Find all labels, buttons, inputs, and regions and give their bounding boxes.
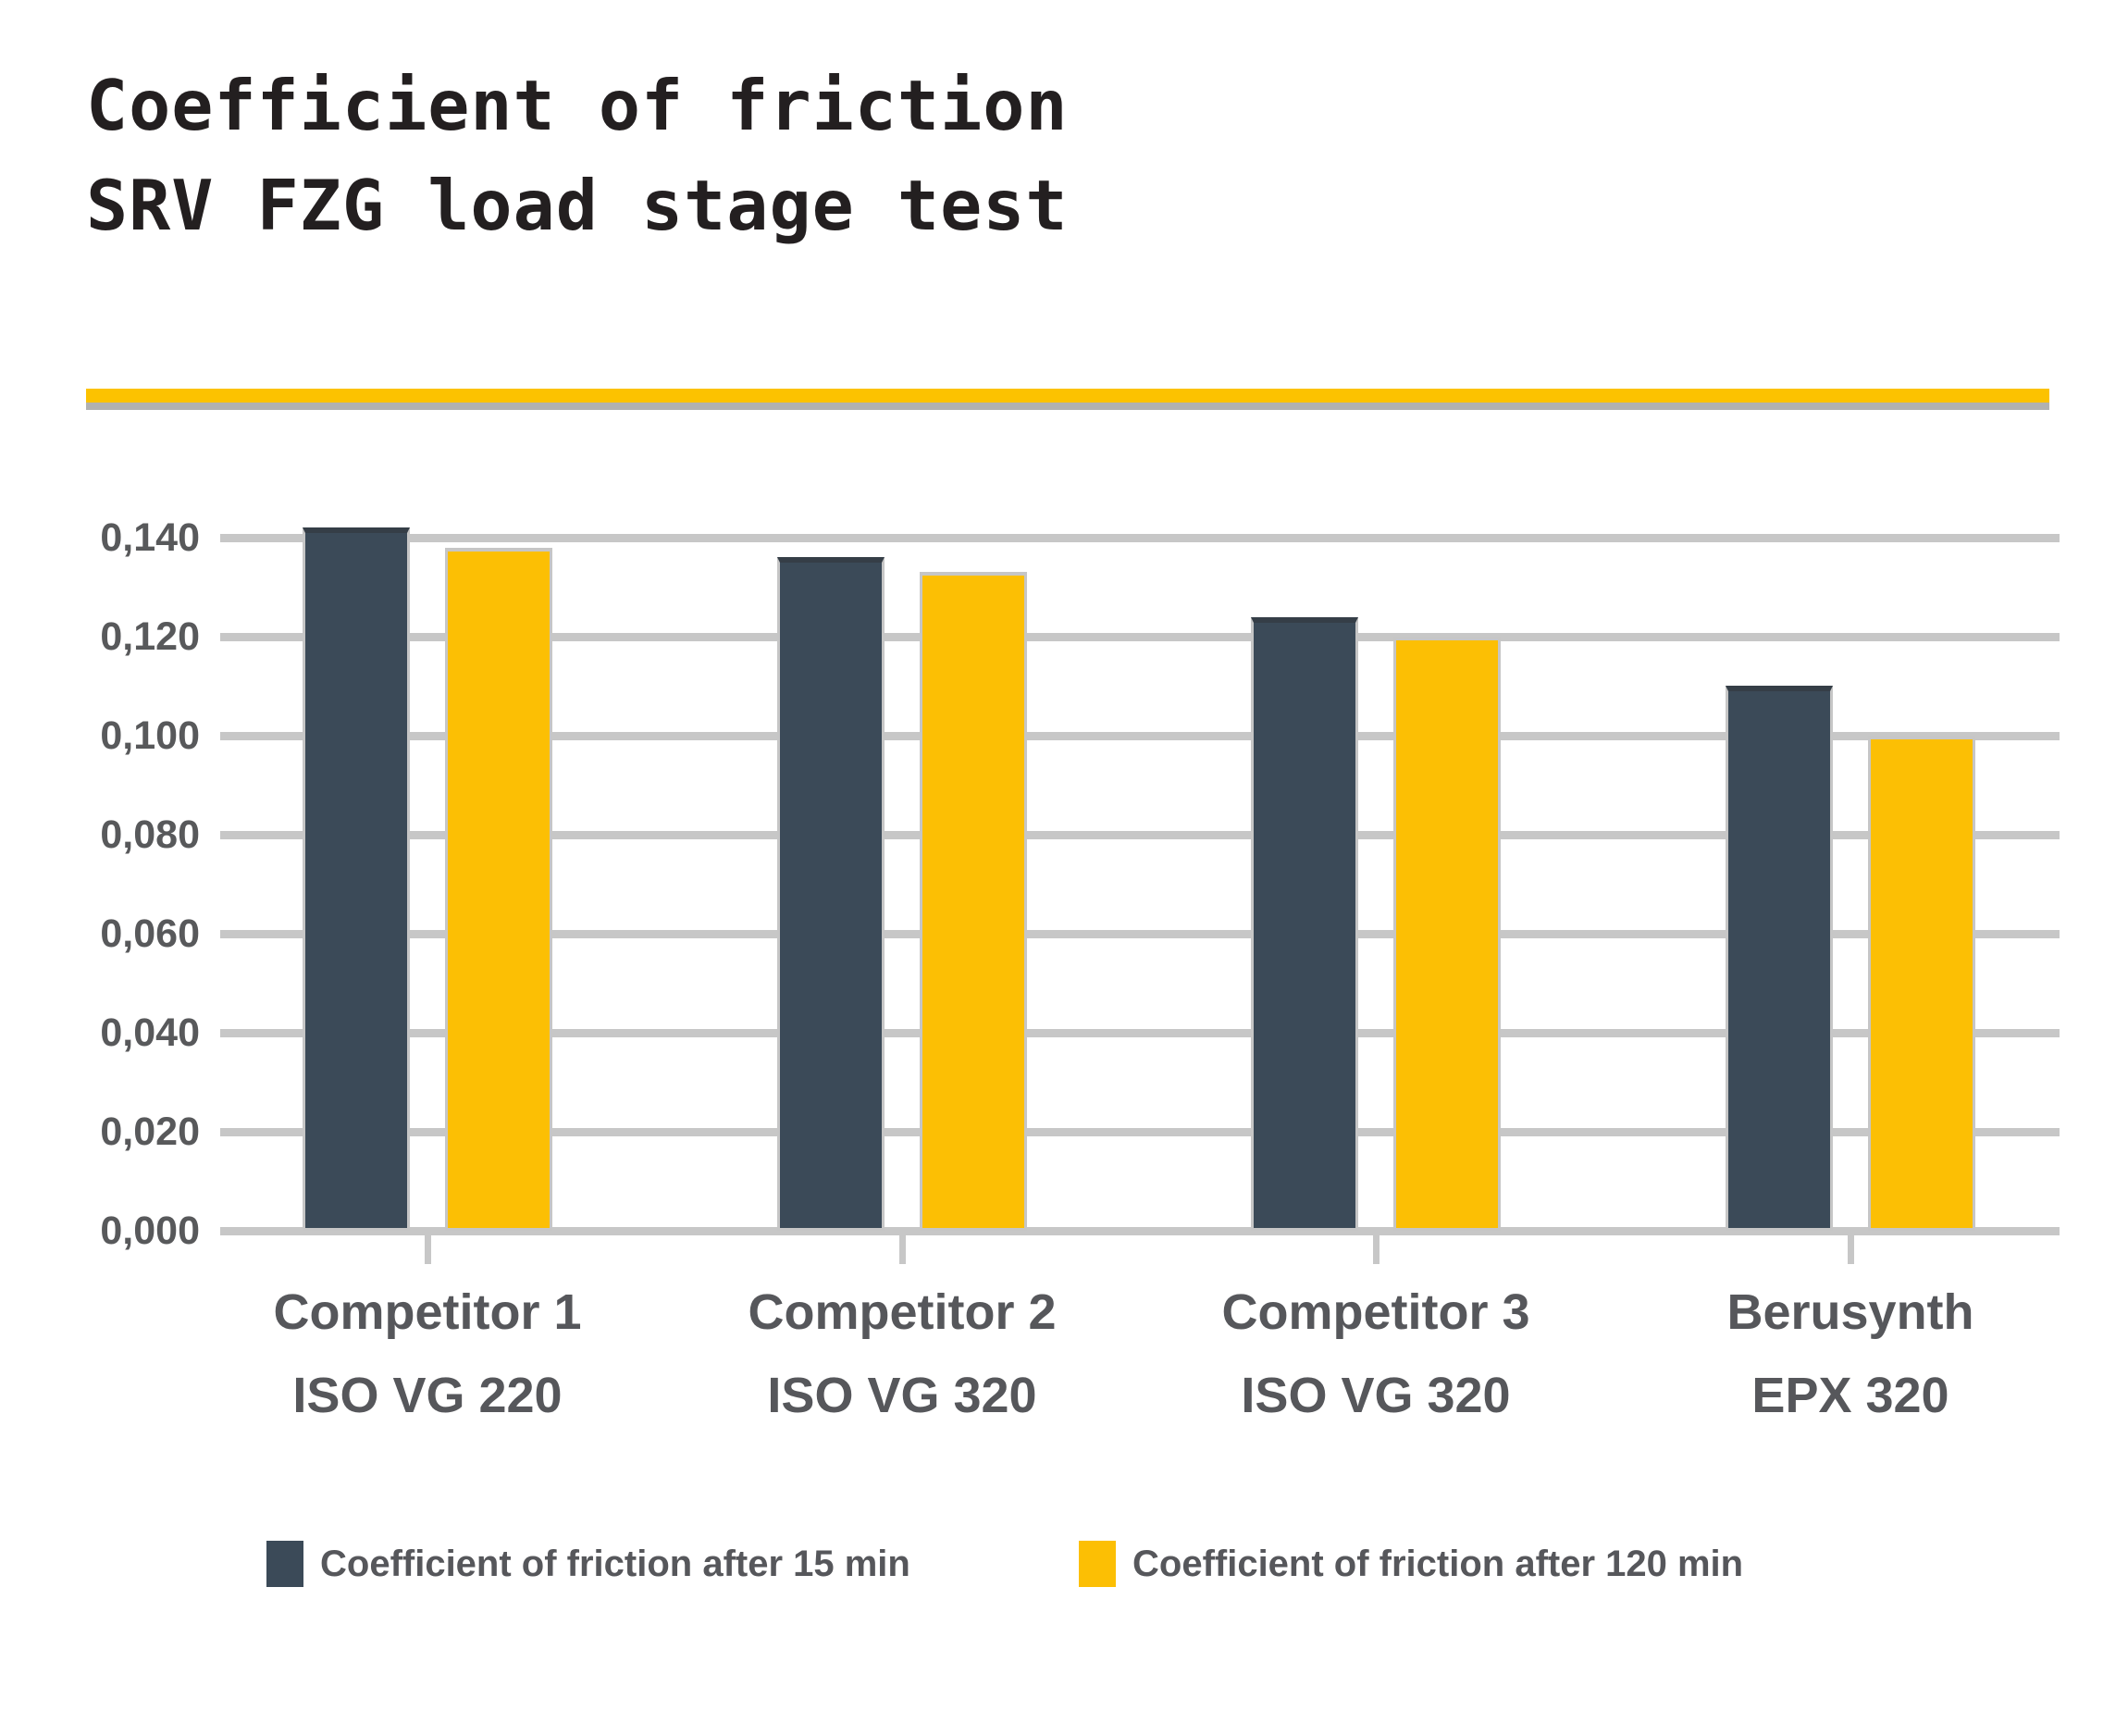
bar-coefficient-of-friction-after-15-min-berusynth	[1726, 686, 1833, 1231]
y-axis-tick-label: 0,020	[100, 1110, 200, 1154]
x-axis-category-label: Competitor 2	[748, 1284, 1057, 1340]
bar-coefficient-of-friction-after-120-min-berusynth	[1868, 736, 1975, 1231]
x-axis-tick	[425, 1231, 431, 1264]
gridline	[220, 930, 2060, 938]
y-axis-tick-label: 0,040	[100, 1011, 200, 1055]
x-axis-tick	[899, 1231, 906, 1264]
x-axis-category-sublabel: ISO VG 320	[767, 1368, 1037, 1423]
bar-coefficient-of-friction-after-15-min-competitor-1	[303, 527, 410, 1231]
gridline	[220, 831, 2060, 839]
bar-coefficient-of-friction-after-15-min-competitor-3	[1251, 617, 1358, 1231]
y-axis-tick-label: 0,100	[100, 713, 200, 758]
bar-coefficient-of-friction-after-120-min-competitor-2	[920, 572, 1027, 1231]
bar-coefficient-of-friction-after-120-min-competitor-3	[1393, 637, 1501, 1231]
y-axis-tick-label: 0,080	[100, 812, 200, 857]
bar-coefficient-of-friction-after-15-min-competitor-2	[777, 557, 885, 1231]
x-axis-category-label: Berusynth	[1726, 1284, 1974, 1340]
title-accent-rule-shadow	[86, 403, 2049, 410]
x-axis-category-label: Competitor 3	[1221, 1284, 1530, 1340]
x-axis-tick	[1373, 1231, 1379, 1264]
page-title: Coefficient of friction SRV FZG load stag…	[86, 56, 1069, 255]
title-line-2: SRV FZG load stage test	[86, 165, 1069, 246]
gridline	[220, 1029, 2060, 1037]
gridline	[220, 1227, 2060, 1235]
x-axis-tick	[1848, 1231, 1854, 1264]
x-axis-category-label: Competitor 1	[273, 1284, 582, 1340]
title-line-1: Coefficient of friction	[86, 65, 1069, 146]
bar-coefficient-of-friction-after-120-min-competitor-1	[445, 548, 552, 1231]
legend-label: Coefficient of friction after 120 min	[1132, 1544, 1744, 1584]
x-axis-category-sublabel: ISO VG 220	[292, 1368, 563, 1423]
gridline	[220, 534, 2060, 542]
y-axis-tick-label: 0,060	[100, 911, 200, 956]
y-axis-tick-label: 0,120	[100, 614, 200, 659]
x-axis-category-sublabel: ISO VG 320	[1241, 1368, 1511, 1423]
legend-item-after-120-min: Coefficient of friction after 120 min	[1079, 1540, 1743, 1588]
y-axis-tick-label: 0,000	[100, 1209, 200, 1253]
legend-swatch	[266, 1541, 303, 1587]
legend-swatch	[1079, 1541, 1116, 1587]
legend-label: Coefficient of friction after 15 min	[320, 1544, 910, 1584]
gridline	[220, 732, 2060, 740]
legend-item-after-15-min: Coefficient of friction after 15 min	[266, 1540, 910, 1588]
gridline	[220, 1128, 2060, 1136]
title-accent-rule	[86, 389, 2049, 403]
gridline	[220, 633, 2060, 641]
x-axis-category-sublabel: EPX 320	[1751, 1368, 1949, 1423]
y-axis-tick-label: 0,140	[100, 515, 200, 560]
